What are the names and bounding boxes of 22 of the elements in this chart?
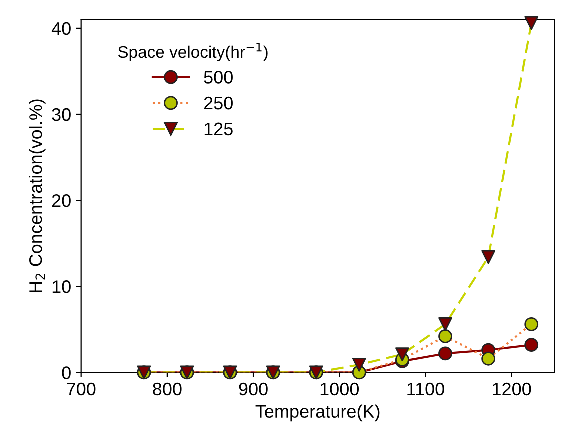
legend-title: Space velocity(hr$^{−1}$) [118, 43, 268, 62]
point [396, 348, 410, 362]
y-tick-label: 0 [62, 366, 71, 380]
x-tick-label: 1000 [320, 382, 359, 396]
point [524, 16, 539, 30]
legend-label: 500 [204, 71, 233, 84]
y-tick-label: 10 [52, 280, 71, 294]
x-tick-label: 800 [153, 382, 182, 396]
legend-label: 125 [204, 122, 233, 136]
legend-label: 250 [204, 96, 233, 110]
point [482, 250, 496, 264]
x-tick-label: 700 [67, 382, 96, 396]
y-tick-label: 20 [52, 194, 71, 208]
x-tick-label: 1100 [408, 382, 444, 396]
y-tick-label: 30 [52, 108, 71, 122]
y-axis-title: H$_{2}$ Concentration(vol.%) [29, 100, 46, 292]
x-tick-label: 1200 [493, 382, 532, 396]
point [352, 358, 366, 372]
x-axis-title: Temperature(K) [256, 404, 380, 422]
x-tick-label: 900 [239, 382, 268, 396]
point [438, 318, 452, 332]
y-tick-label: 40 [52, 22, 71, 36]
